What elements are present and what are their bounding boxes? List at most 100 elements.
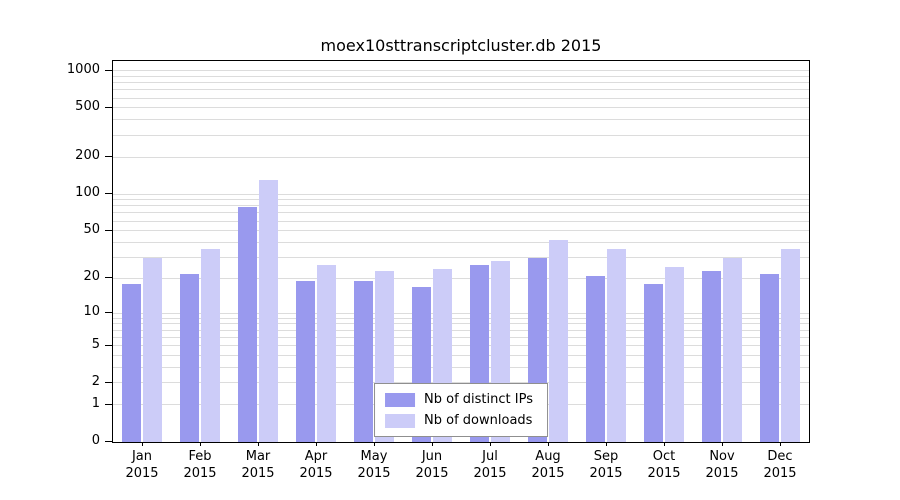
x-tick-label: Nov 2015: [692, 449, 752, 483]
gridline: [113, 257, 809, 258]
gridline: [113, 317, 809, 319]
x-tick-label: May 2015: [344, 449, 404, 483]
gridline: [113, 230, 809, 232]
x-tick-label: Feb 2015: [170, 449, 230, 483]
bar-distinct-ips: [296, 281, 315, 442]
bar-downloads: [549, 239, 568, 442]
gridline: [113, 355, 809, 357]
bar-distinct-ips: [238, 207, 257, 442]
x-tick-label-year: 2015: [763, 465, 797, 481]
bar-downloads: [201, 249, 220, 442]
x-tick-mark: [606, 442, 607, 446]
y-tick-label: 0: [91, 433, 100, 448]
bar-downloads: [259, 180, 278, 442]
gridline: [113, 193, 809, 195]
x-tick-label-year: 2015: [183, 465, 217, 481]
gridline: [113, 199, 809, 201]
x-tick-label: Jul 2015: [460, 449, 520, 483]
x-tick-mark: [722, 442, 723, 446]
bar-downloads: [607, 249, 626, 442]
gridline: [113, 336, 809, 338]
x-tick-mark: [432, 442, 433, 446]
y-tick-mark: [105, 312, 112, 314]
y-tick-label: 1000: [66, 61, 100, 77]
x-tick-mark: [490, 442, 491, 446]
x-tick-label-year: 2015: [705, 465, 739, 481]
x-tick-label-year: 2015: [299, 465, 333, 481]
x-tick-label: Sep 2015: [576, 449, 636, 483]
bar-downloads: [723, 257, 742, 442]
y-tick-label: 5: [91, 336, 100, 352]
bar-distinct-ips: [702, 271, 721, 442]
x-tick-label-month: Jun: [421, 449, 443, 464]
plot-area: Nb of distinct IPs Nb of downloads: [112, 60, 810, 443]
y-tick-mark: [105, 277, 112, 279]
gridline: [113, 345, 809, 347]
gridline: [113, 119, 809, 121]
y-tick-label: 200: [75, 148, 100, 164]
bar-downloads: [143, 257, 162, 442]
x-tick-label-month: Apr: [304, 449, 328, 464]
x-tick-label: Oct 2015: [634, 449, 694, 483]
bar-downloads: [781, 249, 800, 442]
y-tick-mark: [105, 344, 112, 346]
gridline: [113, 134, 809, 136]
y-tick-mark: [105, 403, 112, 405]
x-tick-label-month: Sep: [593, 449, 619, 464]
y-tick-mark: [105, 156, 112, 158]
bar-distinct-ips: [760, 273, 779, 442]
legend: Nb of distinct IPs Nb of downloads: [374, 383, 548, 437]
x-tick-mark: [374, 442, 375, 446]
x-tick-mark: [664, 442, 665, 446]
gridline: [113, 277, 809, 279]
legend-swatch-distinct-ips: [385, 392, 416, 407]
bar-downloads: [317, 264, 336, 442]
x-tick-label: Jun 2015: [402, 449, 462, 483]
y-tick-mark: [105, 193, 112, 195]
x-tick-label-year: 2015: [473, 465, 507, 481]
y-tick-label: 1: [91, 395, 100, 411]
gridline: [113, 89, 809, 91]
gridline: [113, 382, 809, 384]
y-tick-mark: [105, 381, 112, 383]
x-tick-label: Dec 2015: [750, 449, 810, 483]
x-tick-label-month: Feb: [188, 449, 212, 464]
x-tick-label: Apr 2015: [286, 449, 346, 483]
x-tick-mark: [548, 442, 549, 446]
gridline: [113, 220, 809, 222]
bar-distinct-ips: [644, 283, 663, 442]
x-tick-mark: [780, 442, 781, 446]
gridline: [113, 329, 809, 331]
x-tick-label-year: 2015: [241, 465, 275, 481]
bar-distinct-ips: [354, 281, 373, 442]
bar-distinct-ips: [122, 283, 141, 442]
x-tick-mark: [142, 442, 143, 446]
y-tick-mark: [105, 229, 112, 231]
gridline: [113, 312, 809, 314]
x-tick-label-year: 2015: [531, 465, 565, 481]
x-tick-label: Jan 2015: [112, 449, 172, 483]
gridline: [113, 241, 809, 243]
chart-title: moex10sttranscriptcluster.db 2015: [320, 36, 602, 55]
y-tick-mark: [105, 69, 112, 71]
gridline: [113, 323, 809, 325]
y-tick-label: 500: [75, 98, 100, 114]
x-tick-mark: [258, 442, 259, 446]
legend-swatch-downloads: [385, 413, 416, 428]
y-tick-mark: [105, 106, 112, 108]
gridline: [113, 367, 809, 369]
legend-item-distinct-ips: Nb of distinct IPs: [385, 392, 533, 407]
y-tick-label: 100: [75, 185, 100, 201]
y-tick-label: 20: [83, 269, 100, 285]
x-tick-label-year: 2015: [589, 465, 623, 481]
y-tick-label: 10: [83, 304, 100, 320]
x-tick-label-month: Nov: [709, 449, 735, 464]
x-tick-label: Aug 2015: [518, 449, 578, 483]
x-tick-label-year: 2015: [357, 465, 391, 481]
x-tick-label-month: May: [360, 449, 388, 464]
x-tick-label-year: 2015: [415, 465, 449, 481]
legend-label-distinct-ips: Nb of distinct IPs: [424, 392, 533, 407]
gridline: [113, 107, 809, 109]
y-tick-mark: [105, 441, 112, 442]
